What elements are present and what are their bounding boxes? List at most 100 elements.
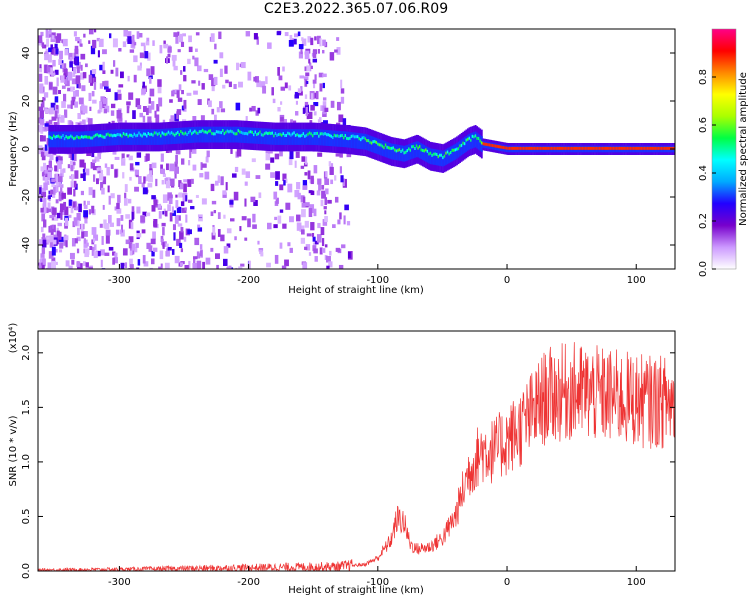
spectrogram-cell bbox=[432, 152, 435, 156]
spectrogram-cell bbox=[289, 216, 294, 223]
spectrogram-cell bbox=[189, 127, 192, 143]
spectrogram-cell bbox=[412, 145, 415, 149]
spectrogram-cell bbox=[193, 256, 198, 260]
spectrogram-cell bbox=[321, 129, 324, 146]
spectrogram-cell bbox=[446, 148, 449, 165]
spectrogram-cell bbox=[254, 76, 259, 83]
spectrogram-cell bbox=[52, 70, 57, 74]
spectrogram-cell bbox=[211, 131, 213, 135]
spectrogram-cell bbox=[92, 159, 97, 163]
spectrogram-cell bbox=[236, 147, 242, 157]
spectrogram-cell bbox=[183, 75, 187, 82]
spectrogram-cell bbox=[328, 161, 332, 167]
spectrogram-cell bbox=[449, 146, 452, 163]
spectrogram-cell bbox=[149, 267, 153, 269]
spectrogram-cell bbox=[282, 223, 287, 229]
spectrogram-cell bbox=[126, 31, 132, 38]
spectrogram-cell bbox=[632, 146, 635, 150]
spectrogram-cell bbox=[91, 227, 97, 235]
spectrogram-cell bbox=[197, 131, 199, 135]
spectrogram-cell bbox=[153, 218, 158, 228]
spectrogram-cell bbox=[567, 146, 570, 150]
spectrogram-cell bbox=[274, 153, 280, 160]
spectrogram-cell bbox=[177, 130, 179, 134]
spectrogram-cell bbox=[127, 198, 132, 204]
spectrogram-x-ticks: -300 -200 -100 0 100 bbox=[108, 264, 646, 286]
spectrogram-cell bbox=[225, 79, 229, 84]
spectrogram-cell bbox=[335, 130, 337, 147]
colorbar-bar bbox=[712, 29, 736, 269]
spectrogram-cell bbox=[301, 156, 306, 162]
spectrogram-cell bbox=[162, 194, 168, 203]
spectrogram-cell bbox=[266, 222, 272, 230]
spectrogram-cell bbox=[121, 153, 125, 160]
spectrogram-cell bbox=[566, 146, 569, 150]
spectrogram-cell bbox=[114, 156, 120, 160]
spectrogram-cell bbox=[275, 181, 279, 186]
spectrogram-cell bbox=[101, 130, 103, 147]
spectrogram-cell bbox=[192, 55, 195, 60]
spectrogram-cell bbox=[304, 246, 308, 250]
spectrogram-cell bbox=[312, 79, 317, 84]
spectrogram-cell bbox=[208, 100, 212, 108]
spectrogram-cell bbox=[60, 169, 64, 178]
spectrogram-cell bbox=[277, 107, 281, 112]
spectrogram-cell bbox=[465, 138, 468, 142]
spectrogram-cell bbox=[325, 255, 331, 263]
spectrogram-cell bbox=[295, 151, 300, 158]
spectrogram-x-tick-label: -300 bbox=[108, 275, 131, 286]
spectrogram-cell bbox=[172, 128, 175, 145]
spectrogram-cell bbox=[51, 35, 55, 40]
spectrogram-cell bbox=[129, 264, 134, 269]
spectrogram-cell bbox=[304, 66, 308, 72]
spectrogram-cell bbox=[57, 114, 61, 119]
spectrogram-cell bbox=[288, 156, 293, 166]
spectrogram-cell bbox=[93, 251, 98, 259]
spectrogram-cell bbox=[563, 146, 565, 150]
spectrogram-cell bbox=[249, 127, 252, 144]
spectrogram-cell bbox=[476, 132, 479, 149]
spectrogram-cell bbox=[160, 153, 164, 162]
spectrogram-cell bbox=[217, 126, 220, 143]
spectrogram-cell bbox=[435, 152, 438, 156]
spectrogram-cell bbox=[220, 131, 223, 135]
spectrogram-cell bbox=[97, 134, 100, 138]
spectrogram-cell bbox=[316, 131, 319, 135]
spectrogram-cell bbox=[208, 74, 214, 81]
spectrogram-cell bbox=[474, 134, 477, 138]
spectrogram-cell bbox=[47, 151, 51, 157]
spectrogram-cell bbox=[145, 41, 150, 46]
spectrogram-cell bbox=[254, 130, 257, 134]
spectrogram-cell bbox=[74, 170, 79, 179]
spectrogram-cell bbox=[606, 146, 609, 150]
spectrogram-cell bbox=[80, 190, 84, 196]
spectrogram-cell bbox=[68, 199, 73, 206]
spectrogram-cell bbox=[370, 141, 373, 145]
spectrogram-cell bbox=[91, 68, 97, 75]
spectrogram-cell bbox=[187, 131, 190, 135]
spectrogram-cell bbox=[249, 130, 252, 134]
spectrogram-cell bbox=[199, 250, 203, 257]
spectrogram-cell bbox=[131, 206, 135, 213]
spectrogram-cell bbox=[310, 132, 313, 136]
spectrogram-cell bbox=[222, 84, 226, 89]
spectrogram-cell bbox=[150, 258, 155, 265]
spectrogram-cell bbox=[83, 172, 86, 181]
spectrogram-cell bbox=[172, 210, 177, 216]
spectrogram-cell bbox=[139, 52, 145, 59]
spectrogram-cell bbox=[341, 131, 344, 148]
spectrogram-cell bbox=[80, 173, 84, 179]
spectrogram-cell bbox=[73, 137, 75, 141]
spectrogram-cell bbox=[426, 146, 429, 163]
spectrogram-cell bbox=[311, 93, 314, 100]
spectrogram-cell bbox=[122, 263, 126, 267]
spectrogram-y-tick-label: 0 bbox=[21, 146, 32, 152]
spectrogram-cell bbox=[140, 42, 146, 47]
spectrogram-cell bbox=[645, 146, 648, 150]
spectrogram-cell bbox=[328, 130, 331, 147]
spectrogram-cell bbox=[229, 126, 232, 143]
spectrogram-cell bbox=[169, 99, 173, 103]
spectrogram-cell bbox=[105, 229, 111, 236]
spectrogram-cell bbox=[47, 167, 53, 171]
spectrogram-cell bbox=[137, 105, 142, 110]
